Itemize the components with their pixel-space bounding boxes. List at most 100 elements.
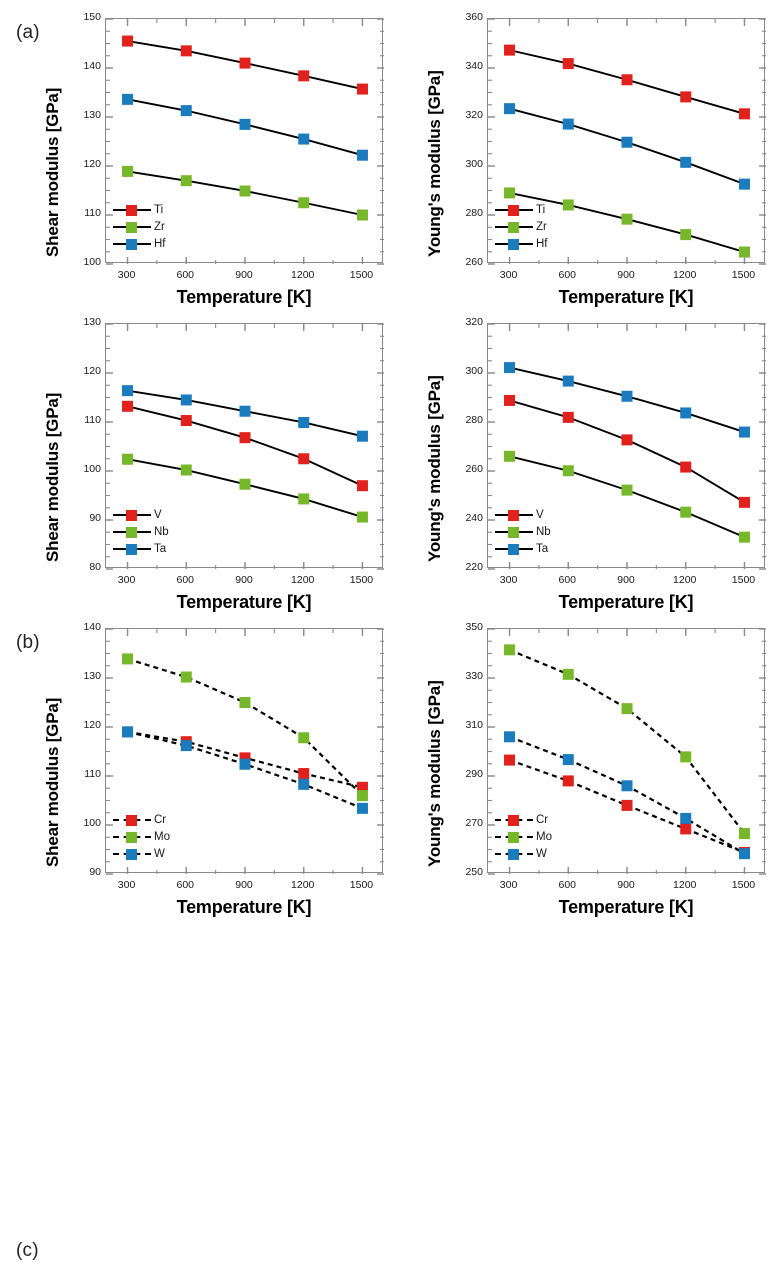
data-point-Ta xyxy=(298,416,310,428)
legend-item-Zr[interactable]: Zr xyxy=(113,218,166,235)
legend-label-Ta: Ta xyxy=(536,542,549,555)
legend-swatch-Ta xyxy=(113,543,151,555)
data-point-Ti xyxy=(562,58,574,70)
data-point-Cr xyxy=(298,768,310,780)
series-line-W xyxy=(127,730,363,810)
data-point-Zr xyxy=(122,165,134,177)
plot-canvas-b-left xyxy=(106,323,384,570)
legend-swatch-Ti xyxy=(113,204,151,216)
data-point-Zr xyxy=(562,199,574,211)
y-tick-label: 290 xyxy=(465,768,483,780)
y-tick-label: 130 xyxy=(83,109,101,121)
series-line-Cr xyxy=(509,759,745,854)
x-tick-label: 1500 xyxy=(731,574,756,586)
data-point-Hf xyxy=(504,103,516,115)
data-point-W xyxy=(562,754,574,766)
x-tick-label: 300 xyxy=(499,269,518,281)
data-point-Ti xyxy=(504,44,516,56)
data-point-Ti xyxy=(298,70,310,82)
x-tick-label: 600 xyxy=(176,574,195,586)
data-point-Ta xyxy=(621,390,633,402)
legend-item-Cr[interactable]: Cr xyxy=(113,811,170,828)
y-tick-label: 120 xyxy=(83,719,101,731)
y-tick-label: 330 xyxy=(465,670,483,682)
y-tick-label: 90 xyxy=(89,866,101,878)
plot-area-c-left xyxy=(105,628,384,875)
data-point-Mo xyxy=(180,671,192,683)
y-axis-label-c-left: Shear modulus [GPa] xyxy=(43,697,62,867)
data-point-Nb xyxy=(504,450,516,462)
data-point-Hf xyxy=(562,118,574,130)
y-tick-label: 130 xyxy=(83,316,101,328)
data-point-Nb xyxy=(680,506,692,518)
x-tick-label: 1200 xyxy=(673,879,697,891)
legend-label-W: W xyxy=(154,847,165,860)
data-point-Mo xyxy=(738,828,750,840)
y-tick-label: 300 xyxy=(465,365,483,377)
data-point-Nb xyxy=(562,465,574,477)
data-point-Mo xyxy=(356,790,368,802)
x-tick-label: 600 xyxy=(176,879,195,891)
legend-item-Ta[interactable]: Ta xyxy=(113,540,169,557)
data-point-V xyxy=(239,432,251,444)
legend-label-Ti: Ti xyxy=(154,203,164,216)
legend-label-Hf: Hf xyxy=(536,237,548,250)
legend-label-Hf: Hf xyxy=(154,237,166,250)
plot-area-b-right xyxy=(487,323,766,570)
y-tick-label: 130 xyxy=(83,670,101,682)
legend-item-Hf[interactable]: Hf xyxy=(495,235,548,252)
legend-label-Cr: Cr xyxy=(154,813,167,826)
plot-area-b-left xyxy=(105,323,384,570)
legend-item-Hf[interactable]: Hf xyxy=(113,235,166,252)
plot-canvas-b-right xyxy=(488,323,766,570)
legend-item-Zr[interactable]: Zr xyxy=(495,218,548,235)
legend-item-W[interactable]: W xyxy=(113,845,170,862)
legend-item-Nb[interactable]: Nb xyxy=(495,523,551,540)
legend-label-Zr: Zr xyxy=(536,220,547,233)
y-tick-label: 140 xyxy=(83,60,101,72)
y-axis-label-c-right: Young's modulus [GPa] xyxy=(425,680,444,867)
y-tick-label: 320 xyxy=(465,316,483,328)
legend-item-W[interactable]: W xyxy=(495,845,552,862)
data-point-V xyxy=(562,411,574,423)
legend-item-Mo[interactable]: Mo xyxy=(113,828,170,845)
data-point-Ta xyxy=(122,385,134,397)
legend-item-Nb[interactable]: Nb xyxy=(113,523,169,540)
legend-item-Cr[interactable]: Cr xyxy=(495,811,552,828)
data-point-Zr xyxy=(738,246,750,258)
x-axis-label-b-right: Temperature [K] xyxy=(558,592,694,612)
data-point-W xyxy=(239,758,251,770)
legend-swatch-Ta xyxy=(495,543,533,555)
plot-area-a-right xyxy=(487,18,766,265)
legend-swatch-Zr xyxy=(495,221,533,233)
x-tick-label: 300 xyxy=(117,574,136,586)
legend-item-Ti[interactable]: Ti xyxy=(113,201,166,218)
figure-root: (a) (b) (c) 100 110 120 130 140 150 300 600 900 1… xyxy=(16,11,766,1261)
x-tick-label: 300 xyxy=(117,269,136,281)
data-point-Nb xyxy=(356,511,368,523)
legend-item-V[interactable]: V xyxy=(113,506,169,523)
y-tick-label: 90 xyxy=(89,512,101,524)
legend-swatch-W xyxy=(495,848,533,860)
data-point-Nb xyxy=(738,531,750,543)
legend-item-Ti[interactable]: Ti xyxy=(495,201,548,218)
legend-label-Mo: Mo xyxy=(536,830,552,843)
data-point-Ti xyxy=(239,57,251,69)
data-point-Cr xyxy=(562,775,574,787)
legend-item-V[interactable]: V xyxy=(495,506,551,523)
data-point-Nb xyxy=(239,478,251,490)
legend-label-Mo: Mo xyxy=(154,830,170,843)
legend-label-Nb: Nb xyxy=(154,525,169,538)
x-tick-label: 300 xyxy=(117,879,136,891)
legend-swatch-V xyxy=(495,509,533,521)
series-line-V xyxy=(127,405,363,487)
data-point-Cr xyxy=(504,754,516,766)
legend-item-Ta[interactable]: Ta xyxy=(495,540,551,557)
y-tick-label: 150 xyxy=(83,11,101,23)
y-tick-label: 110 xyxy=(84,768,101,780)
legend-label-W: W xyxy=(536,847,547,860)
data-point-V xyxy=(504,394,516,406)
legend-item-Mo[interactable]: Mo xyxy=(495,828,552,845)
y-tick-label: 260 xyxy=(465,463,483,475)
y-tick-label: 340 xyxy=(465,60,483,72)
